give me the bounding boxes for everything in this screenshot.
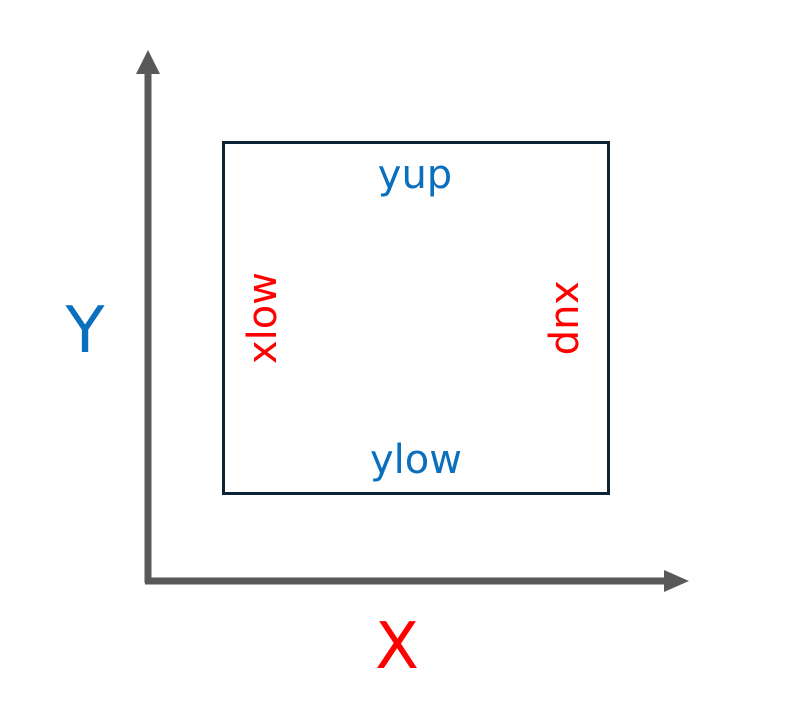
y-axis-arrowhead [136, 50, 160, 74]
x-axis-label: X [375, 610, 419, 684]
y-axis-label: Y [64, 294, 105, 368]
region-box [222, 141, 610, 495]
box-right-label: xup [546, 281, 592, 355]
box-top-label: yup [378, 152, 452, 198]
box-bottom-label: ylow [370, 437, 462, 483]
x-axis-arrowhead [664, 570, 689, 592]
box-left-label: xlow [240, 272, 286, 364]
